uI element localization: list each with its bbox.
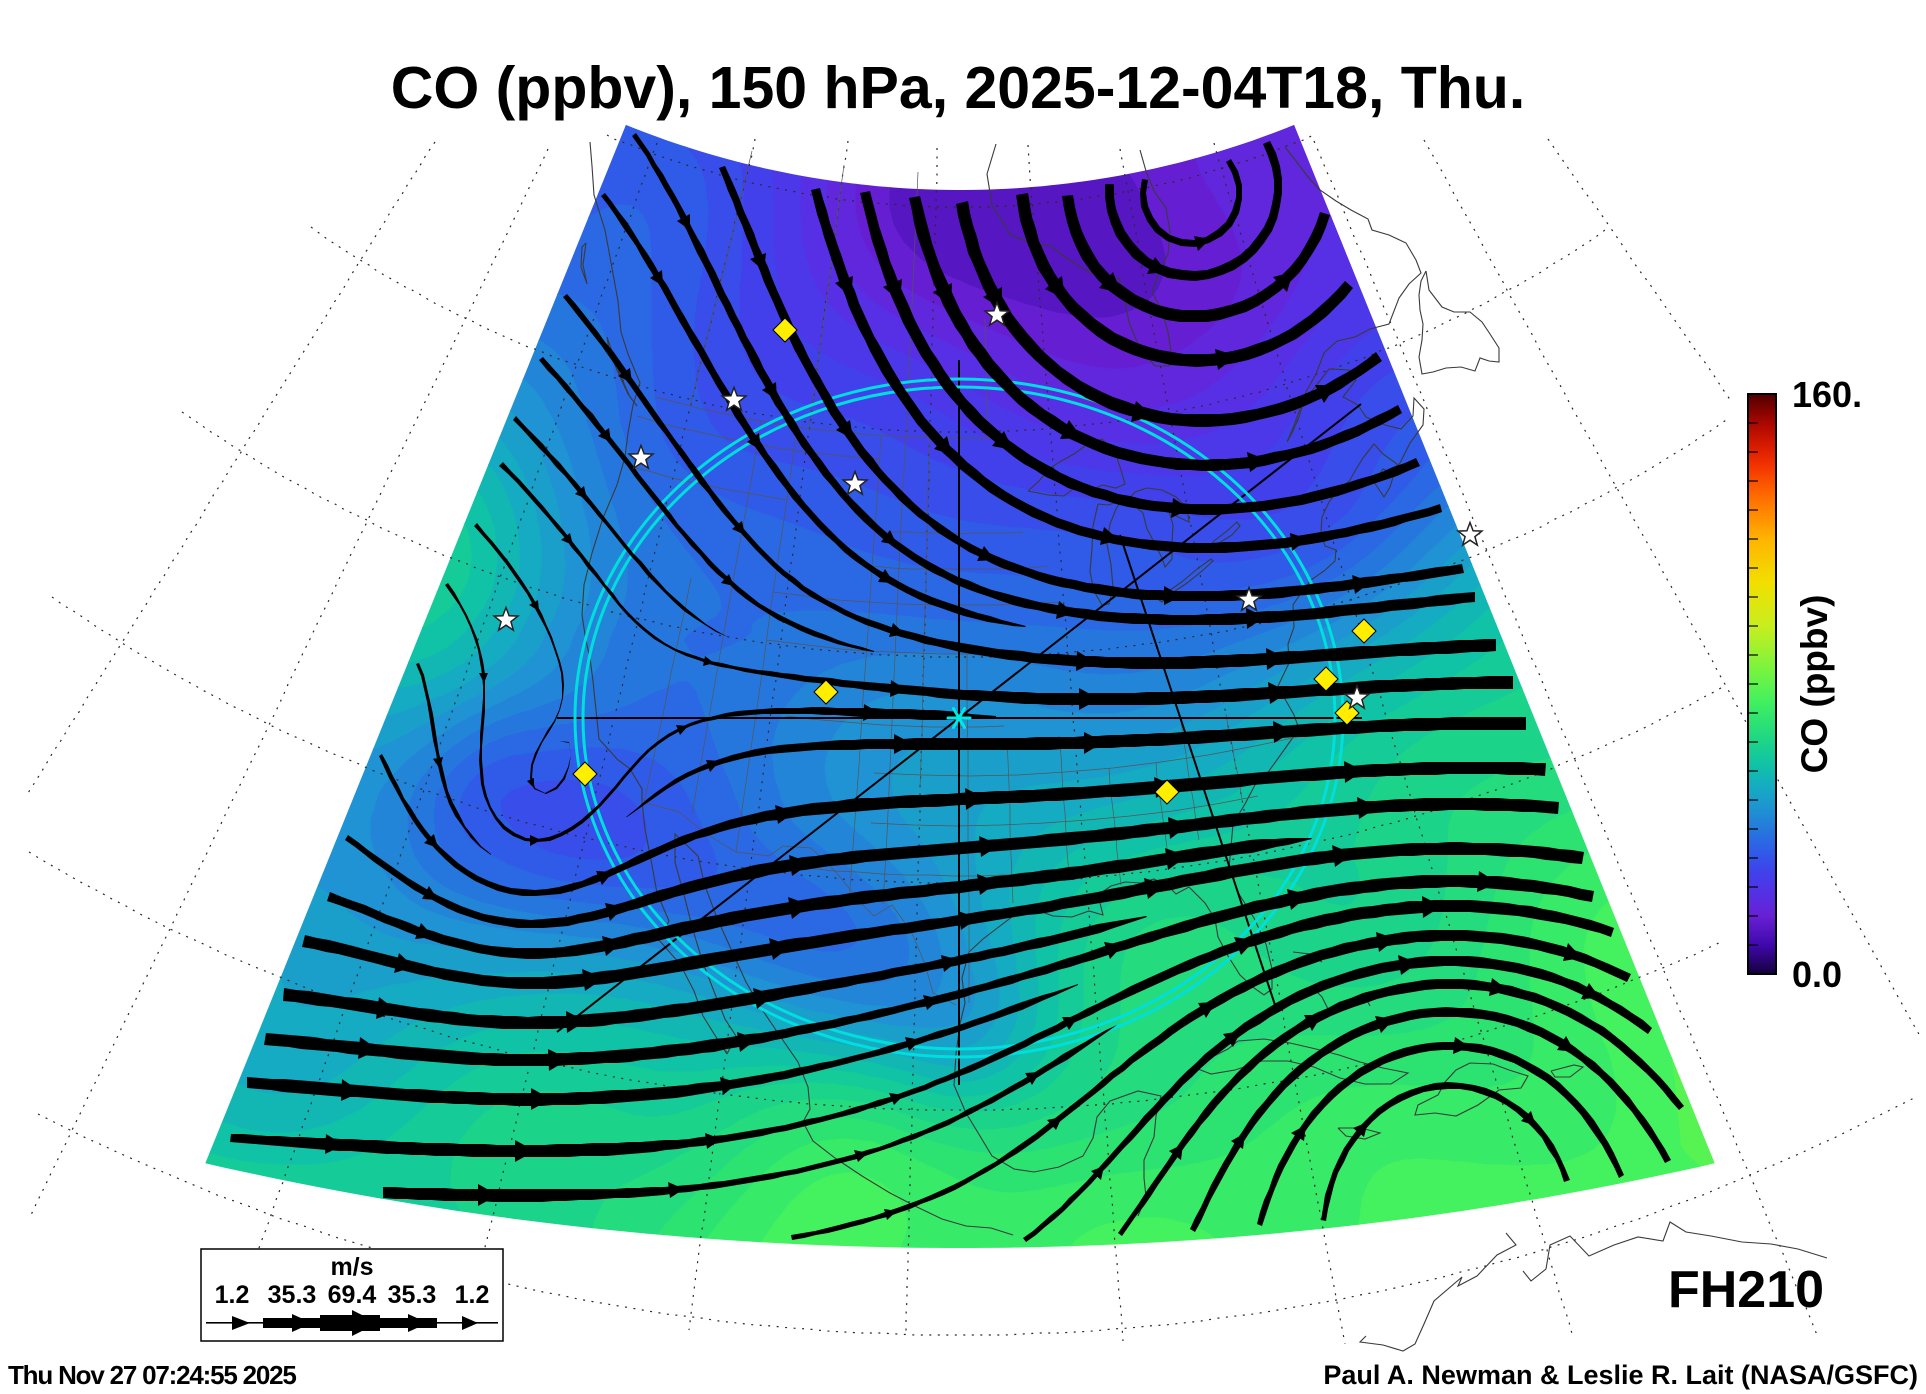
- svg-text:Thu Nov 27 07:24:55 2025: Thu Nov 27 07:24:55 2025: [8, 1360, 296, 1390]
- svg-text:35.3: 35.3: [268, 1281, 317, 1309]
- svg-text:1.2: 1.2: [455, 1281, 490, 1309]
- svg-text:1.2: 1.2: [215, 1281, 250, 1309]
- svg-text:CO (ppbv), 150 hPa, 2025-12-04: CO (ppbv), 150 hPa, 2025-12-04T18, Thu.: [391, 55, 1525, 121]
- svg-text:69.4: 69.4: [328, 1281, 377, 1309]
- svg-text:0.0: 0.0: [1792, 954, 1842, 995]
- svg-text:160.: 160.: [1792, 374, 1862, 415]
- svg-text:CO (ppbv): CO (ppbv): [1794, 595, 1835, 774]
- svg-text:FH210: FH210: [1668, 1261, 1824, 1319]
- svg-text:Paul A. Newman & Leslie R. Lai: Paul A. Newman & Leslie R. Lait (NASA/GS…: [1323, 1360, 1918, 1390]
- svg-text:m/s: m/s: [330, 1253, 373, 1281]
- svg-text:35.3: 35.3: [388, 1281, 437, 1309]
